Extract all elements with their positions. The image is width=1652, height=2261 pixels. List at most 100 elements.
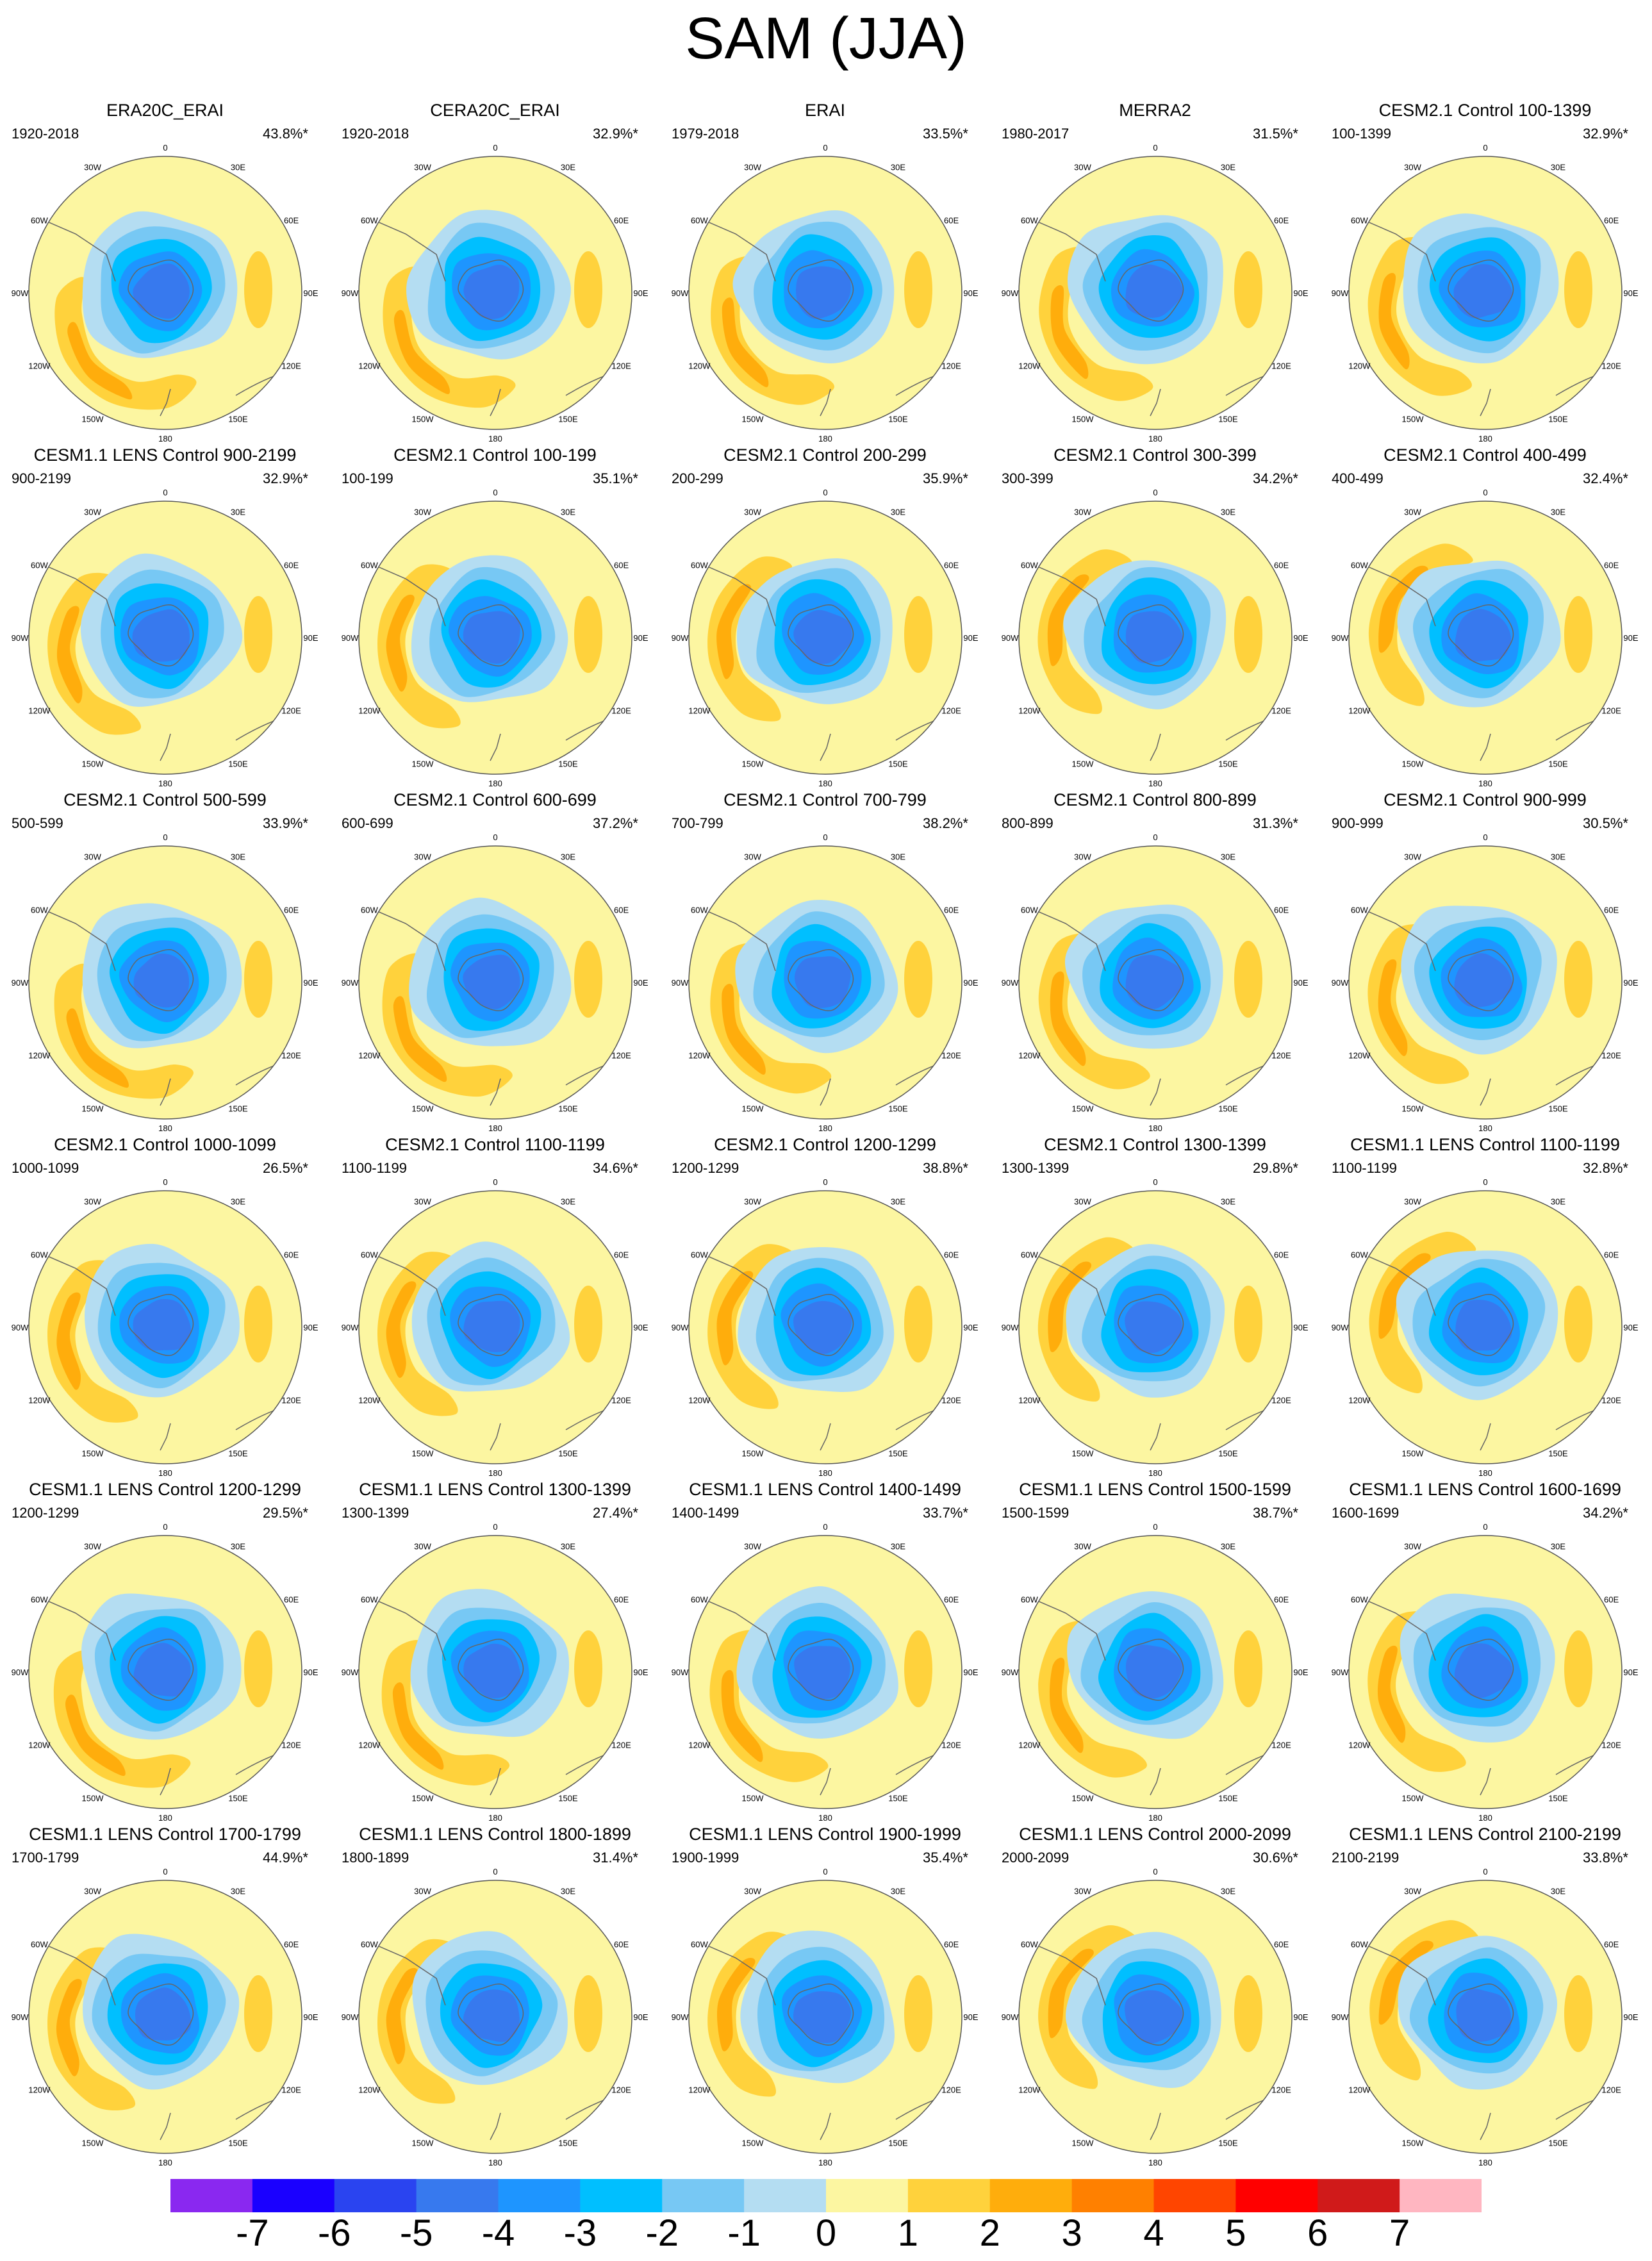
- longitude-label: 30E: [891, 1886, 905, 1896]
- panel-title: CESM2.1 Control 100-1399: [1378, 101, 1592, 120]
- longitude-label: 60W: [31, 1940, 48, 1950]
- sam-pattern: [1019, 1880, 1292, 2153]
- longitude-label: 90E: [1293, 1323, 1308, 1332]
- map-panel: CESM2.1 Control 100-199 100-199 35.1%* 0 30E…: [330, 444, 660, 793]
- longitude-label: 180: [818, 1813, 832, 1823]
- longitude-label: 60E: [1274, 561, 1289, 570]
- longitude-label: 60W: [1021, 561, 1038, 570]
- longitude-label: 0: [163, 1867, 167, 1876]
- map-border: [1018, 1535, 1293, 1809]
- longitude-label: 90W: [1332, 1323, 1349, 1332]
- map-panel: CESM1.1 LENS Control 1600-1699 1600-1699 3…: [1320, 1478, 1650, 1828]
- map-panel: ERA20C_ERAI 1920-2018 43.8%* 0 30E 60E 90E 120E…: [0, 99, 330, 449]
- map-border: [358, 845, 632, 1120]
- colorbar-swatch: [1071, 2179, 1155, 2212]
- longitude-label: 0: [823, 143, 827, 153]
- longitude-label: 0: [493, 1867, 497, 1876]
- coastline: [1150, 1078, 1161, 1106]
- longitude-label: 60W: [1351, 561, 1368, 570]
- longitude-label: 90E: [1293, 633, 1308, 643]
- coastline: [820, 2112, 831, 2141]
- longitude-label: 120W: [688, 2085, 711, 2095]
- longitude-label: 30W: [1404, 1541, 1421, 1551]
- sam-pattern: [1019, 1536, 1292, 1809]
- longitude-label: 60W: [361, 1250, 378, 1260]
- longitude-label: 60E: [1604, 216, 1619, 226]
- map-panel: CESM2.1 Control 1200-1299 1200-1299 38.8%*…: [660, 1134, 990, 1483]
- longitude-label: 0: [163, 143, 167, 153]
- panel-explained-variance: 38.8%*: [923, 1160, 968, 1176]
- coastline: [1150, 1423, 1161, 1451]
- sam-pattern: [29, 1880, 302, 2153]
- longitude-label: 90E: [1293, 1668, 1308, 1677]
- longitude-label: 150W: [1402, 759, 1425, 769]
- panel-explained-variance: 32.8%*: [1583, 1160, 1628, 1176]
- positive-anomaly-lobe: [904, 941, 932, 1018]
- polar-map: 0 30E 60E 90E 120E 150E 180 150W 120W 90W 60W 30W: [1332, 832, 1639, 1133]
- longitude-label: 150W: [82, 1794, 104, 1803]
- longitude-label: 60W: [1351, 1250, 1368, 1260]
- panel-title: CESM1.1 LENS Control 1100-1199: [1350, 1135, 1620, 1154]
- longitude-label: 120W: [1018, 706, 1041, 716]
- panel-explained-variance: 35.4%*: [923, 1850, 968, 1866]
- panel-period: 1300-1399: [342, 1505, 409, 1521]
- longitude-label: 120E: [941, 706, 961, 716]
- longitude-label: 0: [493, 1522, 497, 1532]
- longitude-label: 60W: [31, 1250, 48, 1260]
- map-border: [358, 1190, 632, 1464]
- positive-anomaly-core: [56, 606, 83, 704]
- polar-map: 0 30E 60E 90E 120E 150E 180 150W 120W 90W 60W 30W: [342, 832, 648, 1133]
- negative-anomaly-contour: [1455, 1300, 1512, 1351]
- colorbar-tick-label: -2: [645, 2212, 679, 2254]
- longitude-label: 120W: [688, 1396, 711, 1405]
- polar-map: 0 30E 60E 90E 120E 150E 180 150W 120W 90W 60W 30W: [1332, 1177, 1639, 1478]
- panel-explained-variance: 33.7%*: [923, 1505, 968, 1521]
- longitude-label: 150E: [558, 415, 578, 424]
- antarctica-coastline: [128, 1293, 194, 1356]
- longitude-label: 120W: [1018, 2085, 1041, 2095]
- longitude-label: 30W: [744, 507, 761, 517]
- longitude-label: 120E: [1271, 2085, 1291, 2095]
- map-border: [28, 1880, 302, 2154]
- longitude-label: 120W: [358, 361, 381, 371]
- coastline: [1480, 1423, 1491, 1451]
- coastline: [160, 388, 171, 417]
- longitude-label: 90W: [672, 1668, 689, 1677]
- longitude-label: 90E: [303, 1668, 318, 1677]
- panel-explained-variance: 31.5%*: [1253, 126, 1298, 142]
- map-panel: CESM2.1 Control 1300-1399 1300-1399 29.8%*…: [990, 1134, 1320, 1483]
- longitude-label: 30E: [1551, 1541, 1565, 1551]
- longitude-label: 120E: [1601, 706, 1621, 716]
- antarctica-coastline: [1448, 604, 1514, 667]
- positive-anomaly-band: [707, 1932, 798, 2097]
- negative-anomaly-contour: [1125, 955, 1182, 1009]
- longitude-label: 30E: [1221, 1197, 1235, 1206]
- longitude-label: 150E: [1548, 1449, 1568, 1459]
- longitude-label: 0: [163, 1522, 167, 1532]
- longitude-label: 60E: [614, 906, 629, 915]
- longitude-label: 90W: [12, 288, 29, 298]
- longitude-label: 150W: [1072, 759, 1094, 769]
- longitude-label: 30W: [1404, 852, 1421, 861]
- panel-period: 1200-1299: [12, 1505, 79, 1521]
- coastline: [37, 906, 116, 972]
- polar-map: 0 30E 60E 90E 120E 150E 180 150W 120W 90W 60W 30W: [672, 1867, 979, 2167]
- map-border: [688, 156, 962, 430]
- antarctica-coastline: [1448, 948, 1514, 1011]
- longitude-label: 30W: [1404, 162, 1421, 172]
- longitude-label: 150E: [228, 1794, 248, 1803]
- longitude-label: 60W: [1351, 216, 1368, 226]
- longitude-label: 150E: [888, 1104, 908, 1114]
- positive-anomaly-lobe: [1564, 1286, 1592, 1362]
- sam-pattern: [1349, 156, 1622, 429]
- colorbar-swatch: [907, 2179, 991, 2212]
- negative-anomaly-contour: [793, 1991, 852, 2043]
- panel-period: 1700-1799: [12, 1850, 79, 1866]
- longitude-label: 60E: [284, 216, 299, 226]
- longitude-label: 150W: [1402, 1794, 1425, 1803]
- panel-explained-variance: 33.5%*: [923, 126, 968, 142]
- figure-title: SAM (JJA): [685, 6, 967, 71]
- coastline: [820, 1078, 831, 1106]
- longitude-label: 30E: [891, 1541, 905, 1551]
- longitude-label: 180: [488, 1813, 502, 1823]
